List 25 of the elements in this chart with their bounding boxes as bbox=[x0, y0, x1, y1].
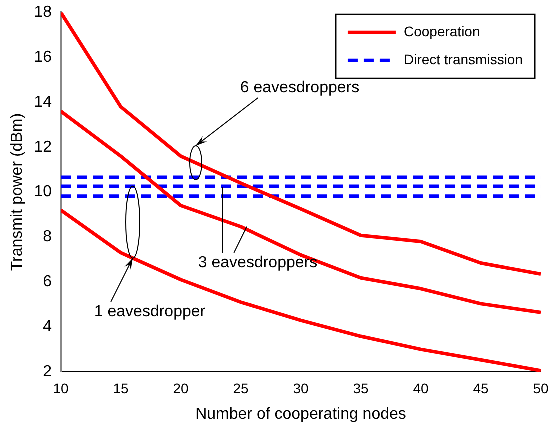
y-axis-title: Transmit power (dBm) bbox=[9, 113, 26, 272]
x-tick-label: 50 bbox=[533, 380, 549, 396]
y-tick-label: 16 bbox=[34, 48, 52, 66]
annotation: 1 eavesdropper bbox=[94, 303, 206, 320]
legend-label: Direct transmission bbox=[404, 51, 524, 68]
y-tick-label: 14 bbox=[34, 94, 52, 111]
x-tick-label: 45 bbox=[473, 380, 489, 396]
x-tick-label: 10 bbox=[53, 380, 69, 396]
y-tick-label: 18 bbox=[34, 4, 52, 22]
y-tick-label: 4 bbox=[43, 318, 52, 336]
y-tick-label: 8 bbox=[43, 228, 52, 246]
x-tick-label: 20 bbox=[173, 380, 189, 396]
x-tick-label: 30 bbox=[293, 380, 309, 396]
annotation: 3 eavesdroppers bbox=[198, 254, 318, 272]
y-tick-label: 6 bbox=[43, 274, 52, 291]
x-tick-label: 15 bbox=[113, 380, 129, 396]
y-tick-label: 2 bbox=[43, 363, 52, 380]
annotation: 6 eavesdroppers bbox=[240, 79, 360, 96]
x-tick-label: 40 bbox=[413, 380, 429, 396]
legend-label: Cooperation bbox=[404, 23, 480, 40]
x-tick-label: 25 bbox=[233, 380, 249, 396]
y-tick-label: 12 bbox=[34, 138, 52, 156]
y-tick-label: 10 bbox=[34, 184, 52, 201]
x-tick-label: 35 bbox=[353, 380, 369, 396]
x-axis-title: Number of cooperating nodes bbox=[196, 406, 406, 423]
